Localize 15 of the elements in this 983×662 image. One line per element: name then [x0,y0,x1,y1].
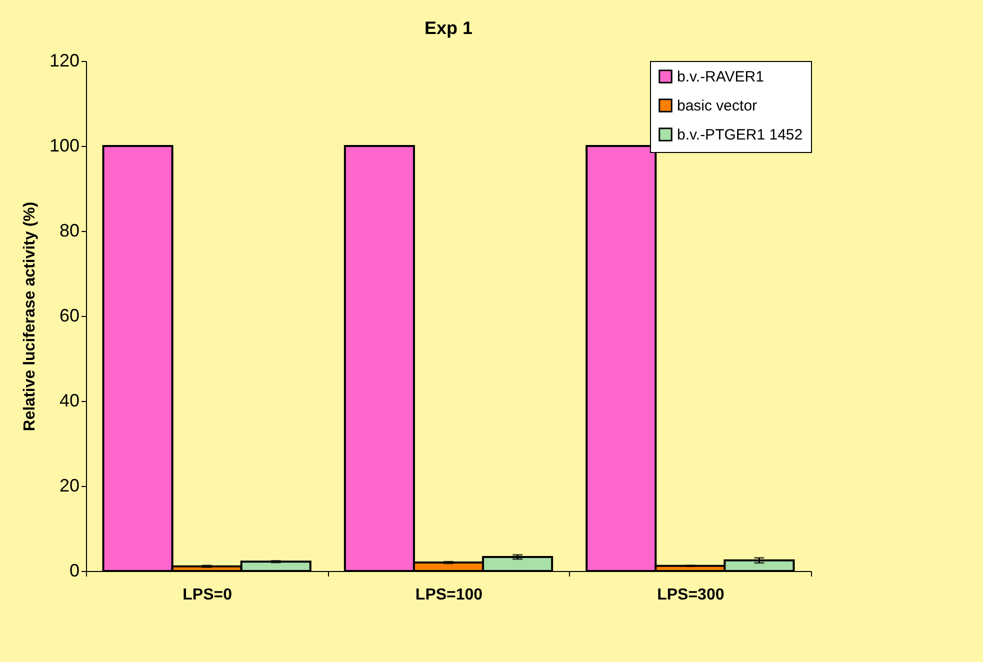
legend-label: b.v.-RAVER1 [677,68,764,86]
y-axis-title: Relative luciferase activity (%) [21,202,38,432]
y-tick-label: 20 [59,476,80,496]
chart-title: Exp 1 [424,18,473,38]
x-tick-label: LPS=0 [182,586,232,604]
x-tick-label: LPS=300 [657,586,724,604]
y-tick-label: 40 [59,390,80,410]
x-tick-label: LPS=100 [415,586,483,604]
legend-label: basic vector [677,98,758,114]
y-tick-label: 0 [69,560,80,580]
legend-label: b.v.-PTGER1 1452 [677,126,803,144]
y-tick-label: 60 [59,306,80,326]
y-tick-label: 80 [59,220,80,240]
y-tick-label: 100 [49,136,80,156]
y-tick-label: 120 [49,50,80,70]
